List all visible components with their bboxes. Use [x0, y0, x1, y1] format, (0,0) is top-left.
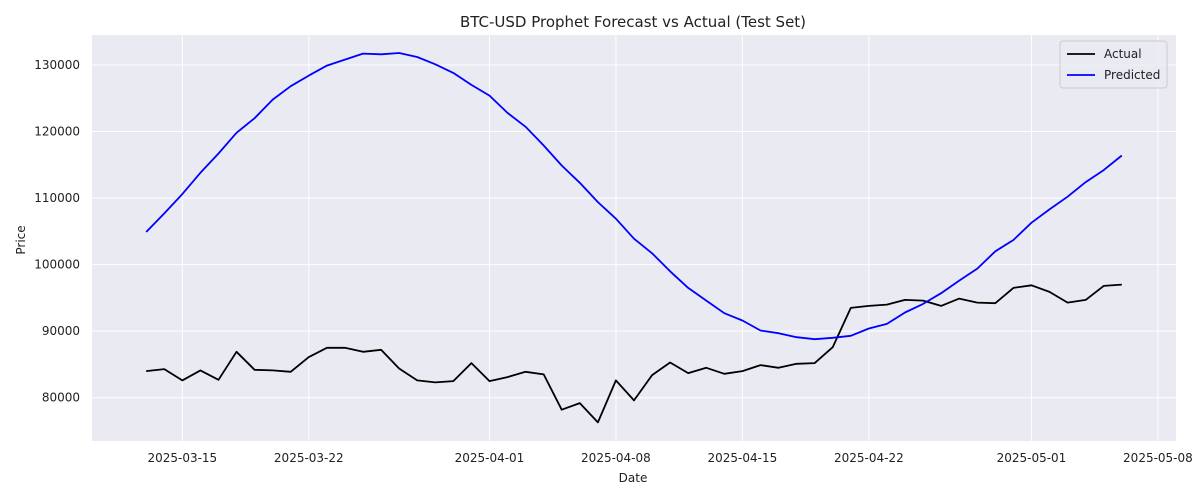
y-tick-label: 100000 [34, 258, 80, 272]
x-tick-label: 2025-03-15 [147, 451, 217, 465]
x-tick-labels: 2025-03-15 2025-03-22 2025-04-01 2025-04-08… [147, 451, 1192, 465]
x-tick-label: 2025-04-22 [834, 451, 904, 465]
legend-box [1059, 40, 1168, 89]
series-line-actual [146, 283, 1122, 424]
series-layer [145, 52, 1123, 424]
y-gridlines [92, 64, 1176, 399]
chart-title: BTC-USD Prophet Forecast vs Actual (Test… [460, 13, 806, 31]
series-line-predicted [145, 52, 1123, 341]
x-gridlines [181, 35, 1159, 441]
legend-label-actual: Actual [1104, 47, 1142, 61]
y-tick-label: 90000 [42, 324, 80, 338]
y-tick-labels: 80000 90000 100000 110000 120000 130000 [34, 58, 80, 405]
x-tick-label: 2025-04-15 [708, 451, 778, 465]
x-tick-label: 2025-05-08 [1123, 451, 1193, 465]
x-tick-label: 2025-04-08 [581, 451, 651, 465]
y-axis-label: Price [14, 225, 28, 254]
y-tick-label: 120000 [34, 125, 80, 139]
x-axis-label: Date [619, 471, 648, 485]
x-tick-label: 2025-05-01 [997, 451, 1067, 465]
legend-label-predicted: Predicted [1104, 68, 1160, 82]
x-tick-label: 2025-04-01 [455, 451, 525, 465]
legend: Actual Predicted [1059, 40, 1168, 89]
y-tick-label: 110000 [34, 191, 80, 205]
y-tick-label: 80000 [42, 391, 80, 405]
y-tick-label: 130000 [34, 58, 80, 72]
x-tick-label: 2025-03-22 [274, 451, 344, 465]
